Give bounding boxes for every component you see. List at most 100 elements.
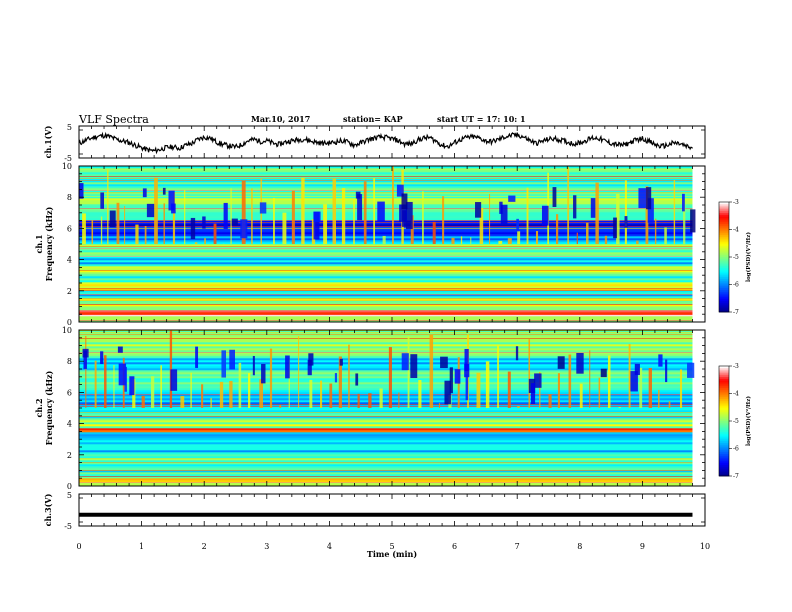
quiet-patch	[146, 203, 155, 218]
spectrogram-band	[79, 168, 693, 171]
burst-mark	[442, 196, 445, 244]
ch1-voltage-panel: 5 -5 ch.1(V)	[43, 123, 706, 163]
colorbar-segment	[719, 251, 729, 254]
spectrogram-band	[79, 394, 693, 397]
colorbar-segment	[719, 448, 729, 451]
colorbar-segment	[719, 457, 729, 460]
spectrogram-band	[79, 172, 693, 175]
quiet-patch	[634, 363, 640, 375]
colorbar-segment	[719, 271, 729, 274]
quiet-patch	[261, 363, 266, 384]
colorbar-segment	[719, 286, 729, 289]
colorbar-segment	[719, 406, 729, 409]
burst-mark	[332, 178, 336, 244]
colorbar-segment	[719, 290, 729, 293]
quiet-patch	[638, 188, 647, 209]
spectrogram-band	[79, 468, 693, 471]
colorbar-segment	[719, 229, 729, 232]
spectrogram-band	[79, 170, 693, 173]
spectrogram-band	[79, 414, 693, 417]
colorbar-segment	[719, 400, 729, 404]
x-tick-label: 7	[515, 542, 520, 551]
y-tick-label: 0	[67, 318, 72, 327]
burst-mark	[353, 199, 355, 244]
spectrogram-band	[79, 434, 693, 437]
spectrogram-band	[79, 236, 693, 239]
burst-mark	[357, 393, 360, 408]
spectrogram-band	[79, 238, 693, 241]
spectrogram-band	[79, 222, 693, 225]
quiet-patch	[307, 359, 312, 376]
colorbar-segment	[719, 388, 729, 391]
quiet-patch	[129, 376, 135, 396]
burst-mark	[341, 188, 346, 244]
spectrogram-band	[79, 318, 693, 321]
spectrogram-band	[79, 166, 693, 169]
start-time-label: start UT = 17: 10: 1	[437, 114, 526, 124]
burst-mark	[373, 178, 375, 244]
colorbar-tick-label: -6	[733, 282, 739, 289]
spectrogram-band	[79, 204, 693, 207]
y-tick-label: 10	[62, 162, 72, 171]
burst-mark	[432, 221, 436, 244]
colorbar-segment	[719, 218, 729, 221]
quiet-patch	[168, 190, 175, 211]
colorbar-segment	[719, 269, 729, 273]
colorbar-segment	[719, 455, 729, 459]
quiet-patch	[687, 362, 695, 378]
burst-mark	[82, 213, 86, 244]
colorbar-tick-label: -3	[733, 199, 739, 206]
quiet-patch	[576, 352, 584, 374]
colorbar-segment	[719, 391, 729, 394]
x-tick-label: 2	[202, 542, 207, 551]
quiet-patch	[100, 192, 105, 209]
spectrogram-band	[79, 312, 693, 315]
colorbar-segment	[719, 233, 729, 236]
colorbar-segment	[719, 282, 729, 285]
spectrogram-band	[79, 314, 693, 317]
spectrogram-band	[79, 292, 693, 295]
spectrogram-band	[79, 426, 693, 429]
colorbar-segment	[719, 246, 729, 249]
colorbar-segment	[719, 461, 729, 464]
spectrogram-band	[79, 422, 693, 425]
y-tick-label: 5	[67, 491, 72, 500]
spectrogram-band	[79, 472, 693, 475]
colorbar-segment	[719, 211, 729, 214]
burst-mark	[382, 235, 386, 244]
burst-mark	[230, 188, 232, 244]
spectrogram-band	[79, 214, 693, 217]
burst-mark	[288, 359, 290, 408]
burst-mark	[498, 240, 503, 244]
spectrogram-band	[79, 350, 693, 353]
quiet-patch	[531, 383, 536, 405]
x-tick-label: 3	[264, 542, 269, 551]
burst-mark	[654, 218, 657, 244]
burst-mark	[489, 194, 491, 244]
burst-mark	[241, 180, 246, 244]
quiet-patch	[465, 374, 469, 401]
burst-mark	[607, 355, 611, 408]
x-axis-label: Time (min)	[367, 549, 417, 559]
spectrogram-band	[79, 270, 693, 273]
spectrogram-band	[79, 410, 693, 413]
quiet-patch	[142, 188, 147, 198]
burst-mark	[556, 214, 559, 244]
burst-mark	[639, 367, 643, 408]
burst-mark	[618, 407, 621, 408]
colorbar-segment	[719, 222, 729, 225]
colorbar-segment	[719, 297, 729, 300]
colorbar-segment	[719, 236, 729, 240]
colorbar-segment	[719, 225, 729, 229]
y-tick-label: 6	[67, 224, 72, 233]
spectrogram-band	[79, 384, 693, 387]
spectrogram-band	[79, 260, 693, 263]
spectrogram-band	[79, 450, 693, 453]
burst-mark	[410, 215, 414, 244]
spectrogram-band	[79, 286, 693, 289]
spectrogram-band	[79, 412, 693, 415]
spectrogram-band	[79, 290, 693, 293]
colorbar-segment	[719, 415, 729, 418]
burst-mark	[320, 380, 323, 408]
spectrogram-band	[79, 184, 693, 187]
